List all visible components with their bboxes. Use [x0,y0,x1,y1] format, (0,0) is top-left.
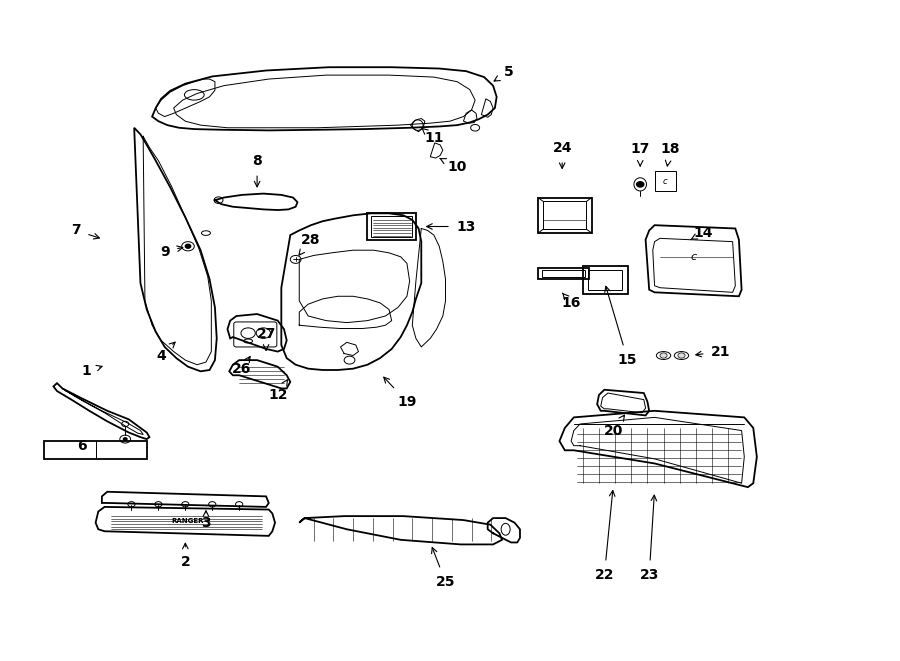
Circle shape [678,353,685,358]
Text: 16: 16 [562,293,580,310]
Text: 24: 24 [553,141,572,169]
Circle shape [123,438,127,440]
Text: 2: 2 [180,543,190,569]
Text: 10: 10 [440,158,467,175]
Text: 9: 9 [160,245,183,258]
Text: 21: 21 [696,344,731,358]
Text: 18: 18 [660,143,680,166]
Text: 14: 14 [690,226,713,240]
Text: 13: 13 [427,219,476,233]
Text: RANGER: RANGER [172,518,204,524]
Text: 3: 3 [201,511,211,529]
Text: 11: 11 [422,128,444,145]
Text: 1: 1 [82,364,102,378]
Text: 15: 15 [605,286,637,367]
Text: 17: 17 [631,143,650,166]
Text: 26: 26 [232,356,251,375]
Circle shape [660,353,667,358]
Text: 12: 12 [268,380,287,402]
Text: 6: 6 [77,439,87,453]
Text: 28: 28 [299,233,320,255]
Text: 23: 23 [640,495,659,582]
Text: 8: 8 [252,153,262,187]
Text: 25: 25 [432,547,455,589]
Text: 19: 19 [383,377,417,408]
Text: 27: 27 [256,327,275,350]
Text: 22: 22 [595,490,615,582]
Text: 5: 5 [494,65,513,81]
Text: 7: 7 [71,223,99,239]
Text: c: c [691,252,698,262]
Text: 20: 20 [604,415,625,438]
Text: c: c [663,176,668,186]
Circle shape [185,245,191,249]
Circle shape [636,182,644,187]
Text: 4: 4 [157,342,176,362]
